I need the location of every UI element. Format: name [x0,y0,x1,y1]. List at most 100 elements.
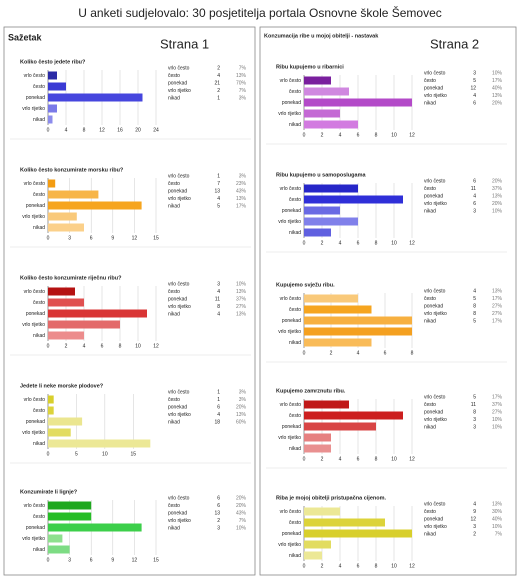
x-tick-label: 12 [409,563,415,569]
x-tick-label: 12 [132,235,138,241]
x-tick-label: 8 [375,132,378,138]
table-category: nikad [168,525,180,531]
x-tick-label: 2 [65,343,68,349]
category-label: često [289,197,301,203]
table-count: 4 [473,193,476,199]
chart-title: Konzumirate li lignje? [20,489,78,495]
table-category: vrlo rijetko [424,524,447,530]
table-count: 6 [473,178,476,184]
x-tick-label: 8 [375,563,378,569]
bar [48,512,92,521]
x-tick-label: 4 [357,350,360,356]
table-percent: 10% [492,424,503,430]
table-percent: 13% [236,73,247,79]
table-percent: 3% [239,397,247,403]
bar [48,115,53,124]
x-tick-label: 8 [375,240,378,246]
bar [48,179,56,188]
table-count: 6 [217,503,220,509]
x-tick-label: 5 [75,451,78,457]
category-label: vrlo često [280,402,302,408]
table-category: ponekad [168,80,187,86]
table-count: 1 [217,95,220,101]
category-label: ponekad [282,100,301,106]
table-category: nikad [168,95,180,101]
category-label: vrlo često [280,186,302,192]
x-tick-label: 6 [357,563,360,569]
bar [304,338,372,347]
table-count: 8 [217,304,220,310]
table-category: ponekad [168,296,187,302]
table-percent: 37% [492,186,503,192]
table-category: vrlo rijetko [168,518,191,524]
x-tick-label: 12 [409,456,415,462]
table-category: vrlo često [168,65,190,71]
x-tick-label: 12 [99,127,105,133]
table-category: vrlo rijetko [424,201,447,207]
table-percent: 30% [492,509,503,515]
bar [304,87,349,96]
table-percent: 7% [239,518,247,524]
table-count: 3 [473,524,476,530]
table-category: vrlo često [168,495,190,501]
table-percent: 20% [492,178,503,184]
table-count: 11 [471,402,476,408]
table-count: 5 [473,394,476,400]
table-count: 11 [215,296,220,302]
chart-title: Ribu kupujemo u samoposlugama [276,172,366,178]
table-count: 2 [217,65,220,71]
table-category: ponekad [424,516,443,522]
category-label: vrlo rijetko [22,322,45,328]
x-tick-label: 0 [47,127,50,133]
x-tick-label: 4 [339,132,342,138]
bar [304,294,358,303]
table-category: nikad [424,531,436,537]
x-tick-label: 4 [65,127,68,133]
table-count: 6 [217,404,220,410]
table-category: često [424,509,436,515]
chart-title: Kupujemo zamrznutu ribu. [276,388,346,394]
table-category: vrlo često [424,501,446,507]
x-tick-label: 10 [391,563,397,569]
table-count: 3 [473,70,476,76]
bar [304,98,412,107]
table-category: vrlo rijetko [168,412,191,418]
table-count: 9 [473,509,476,515]
table-category: vrlo često [424,178,446,184]
category-label: nikad [289,553,301,559]
bar [304,195,403,204]
table-percent: 20% [236,503,247,509]
table-percent: 13% [236,412,247,418]
category-label: ponekad [26,419,45,425]
panel-border [259,26,517,576]
panel-heading: Sažetak [8,32,43,42]
bar [48,212,77,221]
x-tick-label: 6 [90,557,93,563]
table-count: 5 [473,318,476,324]
bar [304,184,358,193]
chart-title: Jedete li neke morske plodove? [20,383,104,389]
x-tick-label: 8 [411,350,414,356]
page-label: Strana 1 [160,36,209,51]
bar [48,331,84,340]
table-percent: 17% [236,203,247,209]
table-count: 8 [473,409,476,415]
category-label: vrlo rijetko [22,106,45,112]
category-label: vrlo rijetko [278,329,301,335]
table-percent: 17% [492,296,503,302]
table-percent: 20% [492,100,503,106]
bar [48,93,143,102]
category-label: nikad [33,441,45,447]
table-category: vrlo rijetko [168,196,191,202]
x-tick-label: 8 [83,127,86,133]
table-count: 3 [217,525,220,531]
table-percent: 20% [236,495,247,501]
table-category: ponekad [168,510,187,516]
category-label: vrlo rijetko [278,435,301,441]
table-category: ponekad [168,404,187,410]
category-label: često [289,520,301,526]
table-percent: 13% [492,193,503,199]
x-tick-label: 6 [384,350,387,356]
table-category: često [168,73,180,79]
chart-title: Ribu kupujemo u ribarnici [276,64,344,70]
